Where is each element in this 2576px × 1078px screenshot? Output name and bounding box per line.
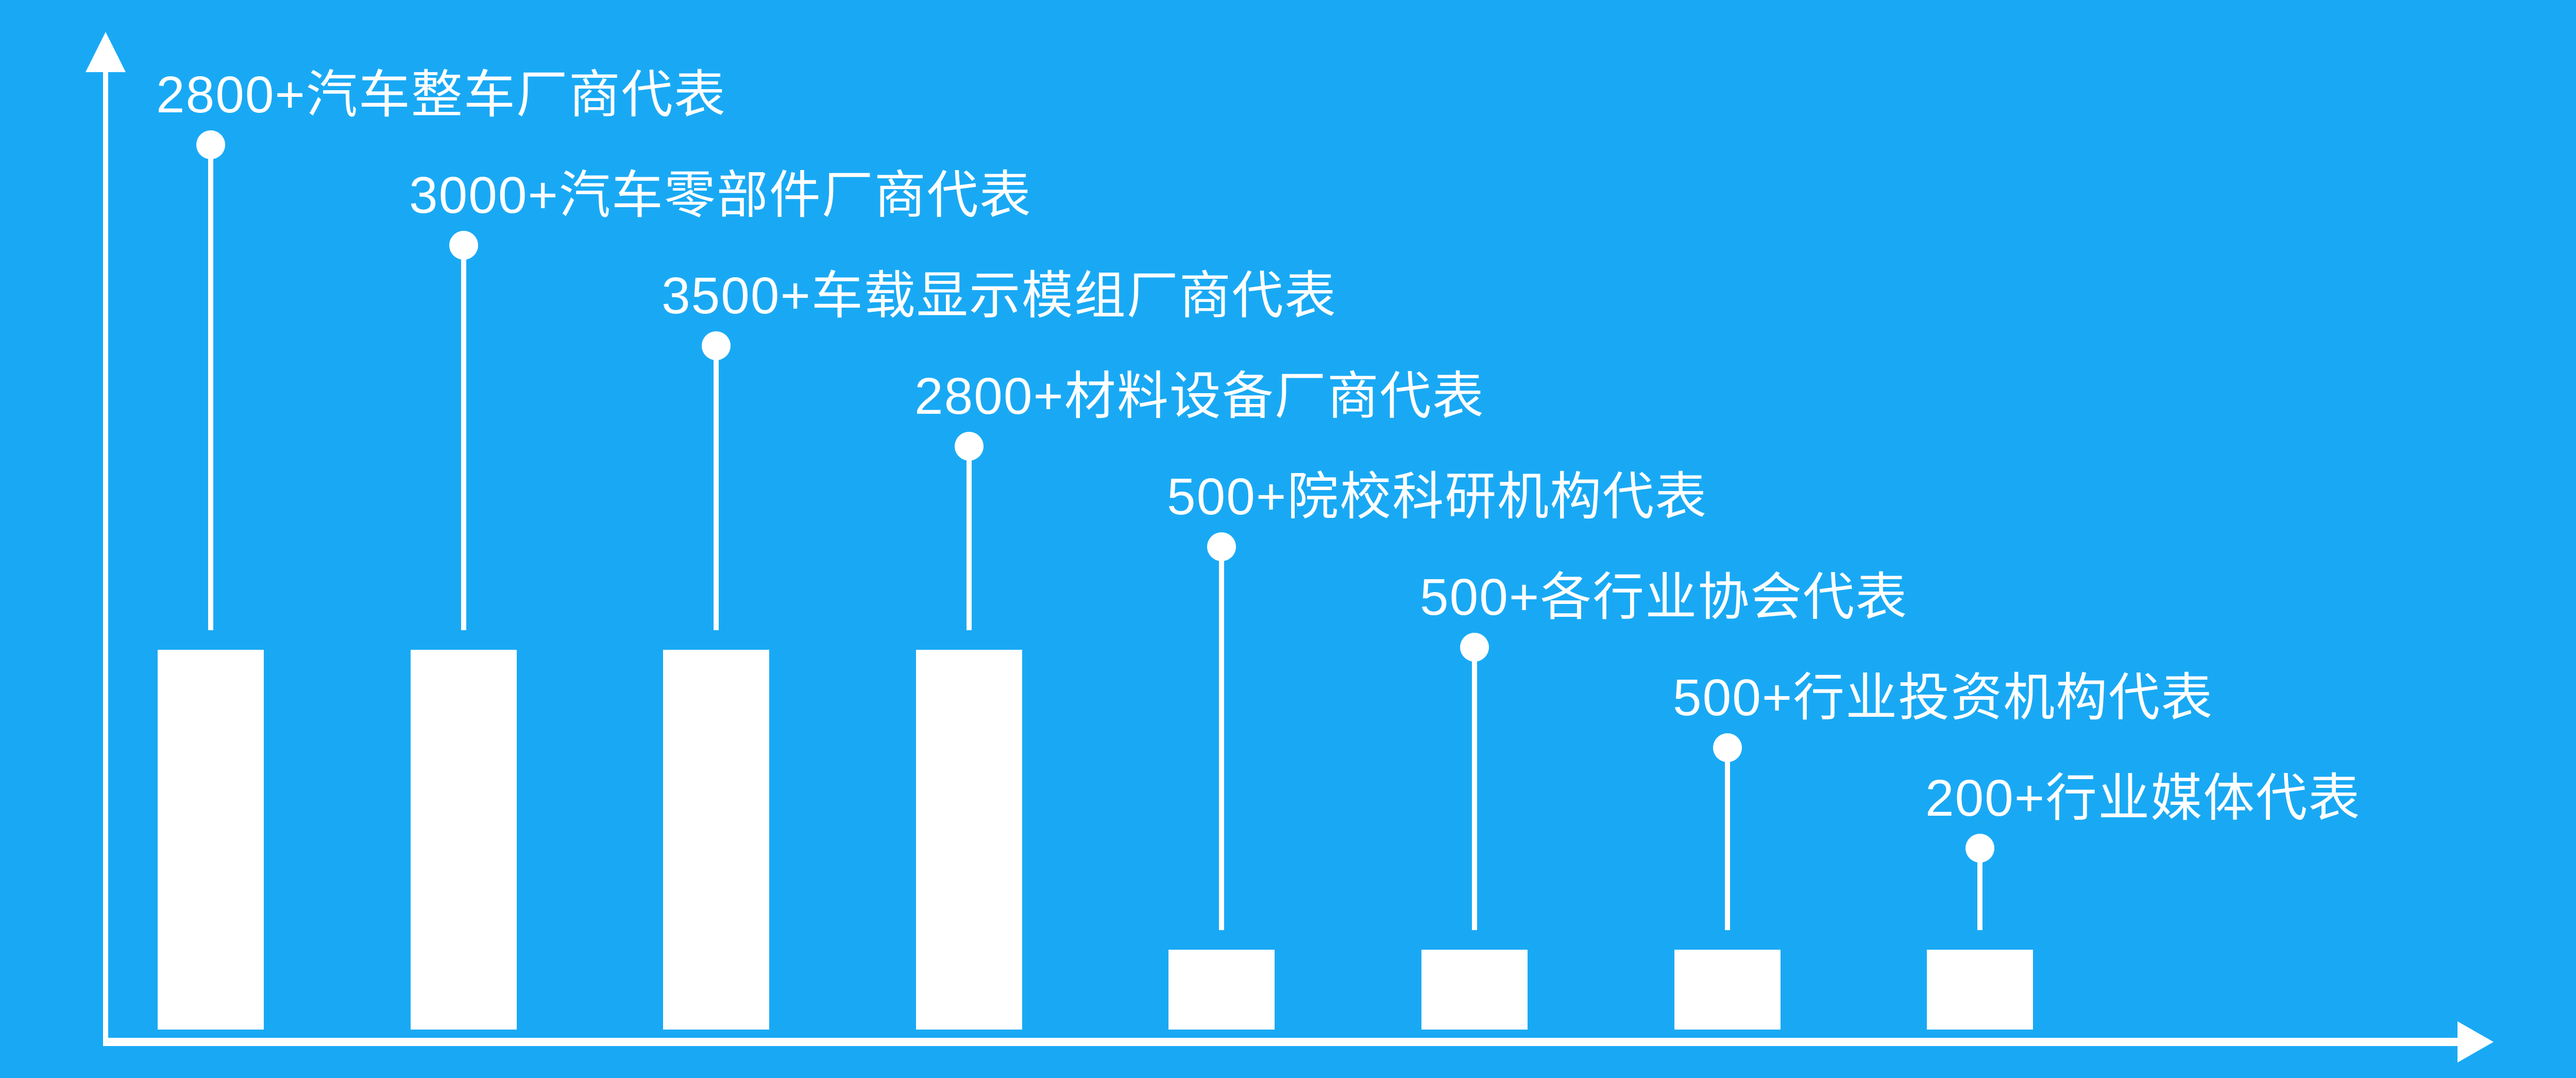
bar-label: 3000+汽车零部件厂商代表: [409, 166, 1032, 224]
bar: [1674, 950, 1781, 1030]
lollipop-stem: [967, 457, 972, 630]
bar: [1421, 950, 1528, 1030]
bar-label: 3500+车载显示模组厂商代表: [662, 267, 1337, 325]
lollipop-stem: [714, 356, 719, 630]
bar: [916, 650, 1022, 1030]
lollipop-stem: [461, 256, 466, 630]
lollipop-stem: [1219, 557, 1224, 930]
lollipop-marker-icon: [1460, 633, 1489, 662]
bar-label: 2800+材料设备厂商代表: [914, 367, 1485, 425]
lollipop-marker-icon: [1207, 532, 1236, 561]
bar: [1168, 950, 1275, 1030]
lollipop-stem: [1725, 758, 1730, 930]
x-axis-arrowhead-icon: [2458, 1021, 2494, 1063]
bar-label: 2800+汽车整车厂商代表: [156, 66, 726, 124]
bar: [1927, 950, 2033, 1030]
y-axis-line: [103, 66, 108, 1046]
lollipop-marker-icon: [449, 231, 478, 260]
bar-label: 500+行业投资机构代表: [1673, 669, 2214, 727]
y-axis-arrowhead-icon: [86, 32, 126, 72]
lollipop-stem: [1977, 858, 1982, 930]
lollipop-marker-icon: [1713, 733, 1742, 762]
bar: [411, 650, 517, 1030]
lollipop-marker-icon: [1965, 834, 1994, 863]
lollipop-marker-icon: [702, 331, 731, 360]
bar-label: 500+各行业协会代表: [1420, 568, 1908, 626]
lollipop-marker-icon: [955, 432, 984, 461]
x-axis-line: [103, 1038, 2459, 1046]
bar: [158, 650, 264, 1030]
lollipop-stem: [1472, 658, 1477, 930]
lollipop-stem: [208, 155, 213, 630]
bar-label: 500+院校科研机构代表: [1167, 468, 1708, 526]
bar-label: 200+行业媒体代表: [1925, 769, 2361, 827]
lollipop-marker-icon: [196, 130, 225, 159]
bar: [663, 650, 769, 1030]
